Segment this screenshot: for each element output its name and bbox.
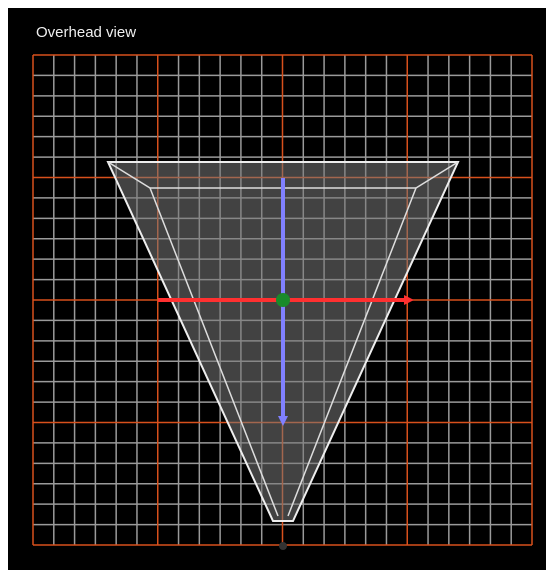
pivot <box>276 293 290 307</box>
view-label: Overhead view <box>36 24 136 41</box>
frustum-inner-left <box>107 161 279 517</box>
frustum-inner-right <box>287 161 459 517</box>
origin-marker <box>279 542 287 550</box>
gizmo <box>158 178 414 550</box>
x-axis-arrowhead <box>404 295 414 305</box>
y-axis-arrowhead <box>278 416 288 426</box>
